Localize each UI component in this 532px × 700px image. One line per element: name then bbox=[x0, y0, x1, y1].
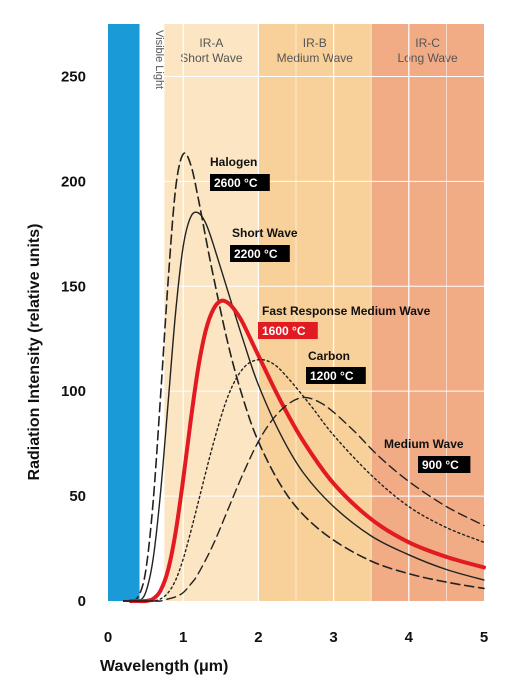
series-line-medium-wave bbox=[152, 396, 485, 602]
band-sublabel-ira: Short Wave bbox=[180, 51, 243, 65]
band-irc bbox=[371, 24, 484, 601]
temp-badge-short-wave bbox=[230, 245, 290, 262]
band-label-visible: Visible Light bbox=[153, 30, 165, 89]
y-tick-label-50: 50 bbox=[69, 488, 86, 505]
series-name-medium-wave: Medium Wave bbox=[384, 437, 464, 451]
temp-badge-carbon bbox=[306, 367, 366, 384]
y-tick-label-250: 250 bbox=[61, 68, 86, 85]
band-sublabel-irc: Long Wave bbox=[397, 51, 458, 65]
band-label-irc: IR-C bbox=[415, 36, 440, 50]
x-tick-label-0: 0 bbox=[104, 629, 112, 646]
series-name-halogen: Halogen bbox=[210, 155, 257, 169]
series-name-carbon: Carbon bbox=[308, 349, 350, 363]
series-name-fast-response-medium-wave: Fast Response Medium Wave bbox=[262, 304, 431, 318]
x-tick-label-1: 1 bbox=[179, 629, 187, 646]
x-tick-label-5: 5 bbox=[480, 629, 488, 646]
series-line-fast-response-medium-wave bbox=[128, 298, 486, 604]
y-tick-label-150: 150 bbox=[61, 278, 86, 295]
series-name-short-wave: Short Wave bbox=[232, 226, 298, 240]
emission-curves bbox=[123, 152, 486, 604]
temp-badge-medium-wave bbox=[418, 456, 471, 473]
x-tick-label-4: 4 bbox=[405, 629, 414, 646]
grid-lines bbox=[164, 24, 484, 601]
series-line-halogen bbox=[129, 152, 485, 602]
band-sublabel-irb: Medium Wave bbox=[277, 51, 354, 65]
temp-label-halogen: 2600 °C bbox=[214, 176, 258, 190]
y-tick-label-200: 200 bbox=[61, 173, 86, 190]
band-label-ira: IR-A bbox=[199, 36, 223, 50]
temp-badge-fast-response-medium-wave bbox=[258, 322, 318, 339]
band-uv bbox=[108, 24, 140, 601]
temp-label-medium-wave: 900 °C bbox=[422, 458, 459, 472]
y-tick-label-100: 100 bbox=[61, 383, 86, 400]
band-visible bbox=[139, 24, 165, 601]
temp-label-carbon: 1200 °C bbox=[310, 369, 354, 383]
x-tick-label-2: 2 bbox=[254, 629, 262, 646]
temp-label-short-wave: 2200 °C bbox=[234, 247, 278, 261]
series-labels: Halogen 2600 °C Short Wave 2200 °C Fast Resp… bbox=[210, 155, 471, 473]
temp-badge-halogen bbox=[210, 174, 270, 191]
x-axis-label: Wavelength (μm) bbox=[100, 658, 228, 675]
y-axis-label: Radiation Intensity (relative units) bbox=[26, 224, 43, 481]
series-line-carbon bbox=[144, 358, 485, 602]
y-tick-label-0: 0 bbox=[78, 593, 86, 610]
x-tick-label-3: 3 bbox=[329, 629, 337, 646]
series-line-short-wave bbox=[129, 211, 485, 603]
band-label-irb: IR-B bbox=[303, 36, 327, 50]
axes: 0 50 100 150 200 250 0 1 2 3 4 5 bbox=[61, 68, 488, 646]
temp-label-fast-response-medium-wave: 1600 °C bbox=[262, 324, 306, 338]
